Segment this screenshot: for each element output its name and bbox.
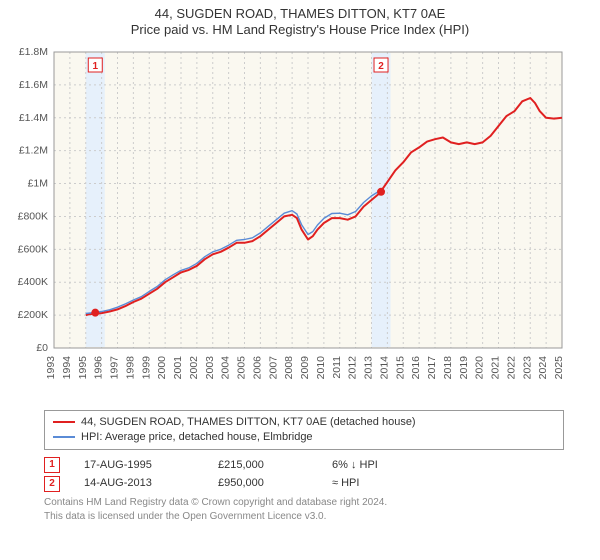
svg-text:2009: 2009 bbox=[299, 356, 311, 380]
svg-text:2007: 2007 bbox=[267, 356, 279, 380]
svg-text:2017: 2017 bbox=[426, 356, 438, 380]
svg-text:£400K: £400K bbox=[18, 276, 48, 288]
svg-text:£800K: £800K bbox=[18, 210, 48, 222]
legend-label: 44, SUGDEN ROAD, THAMES DITTON, KT7 0AE … bbox=[81, 415, 416, 430]
svg-text:£1.4M: £1.4M bbox=[19, 112, 48, 124]
svg-text:2002: 2002 bbox=[188, 356, 200, 380]
marker-table: 1 17-AUG-1995 £215,000 6% ↓ HPI 2 14-AUG… bbox=[44, 456, 590, 493]
svg-text:2000: 2000 bbox=[156, 356, 168, 380]
legend: 44, SUGDEN ROAD, THAMES DITTON, KT7 0AE … bbox=[44, 410, 564, 450]
svg-text:£1.2M: £1.2M bbox=[19, 145, 48, 157]
legend-swatch-price bbox=[53, 421, 75, 423]
svg-text:2005: 2005 bbox=[236, 356, 248, 380]
svg-text:£1.8M: £1.8M bbox=[19, 46, 48, 58]
svg-text:2016: 2016 bbox=[410, 356, 422, 380]
svg-text:2020: 2020 bbox=[474, 356, 486, 380]
svg-text:1994: 1994 bbox=[61, 356, 73, 380]
marker-delta: 6% ↓ HPI bbox=[332, 456, 378, 475]
footnote-licence: This data is licensed under the Open Gov… bbox=[44, 511, 590, 524]
legend-label: HPI: Average price, detached house, Elmb… bbox=[81, 430, 313, 445]
marker-delta: ≈ HPI bbox=[332, 474, 359, 493]
price-chart: £0 £200K £400K £600K £800K £1M £1.2M £1.4M £1.6M… bbox=[10, 44, 570, 404]
svg-text:1: 1 bbox=[92, 61, 98, 72]
svg-text:2010: 2010 bbox=[315, 356, 327, 380]
svg-text:1995: 1995 bbox=[77, 356, 89, 380]
svg-text:2015: 2015 bbox=[394, 356, 406, 380]
chart-area: £0 £200K £400K £600K £800K £1M £1.2M £1.4M £1.6M… bbox=[10, 44, 590, 404]
table-row: 2 14-AUG-2013 £950,000 ≈ HPI bbox=[44, 474, 590, 493]
svg-text:2025: 2025 bbox=[553, 356, 565, 380]
marker-date: 17-AUG-1995 bbox=[84, 456, 194, 475]
marker-badge: 2 bbox=[44, 476, 60, 492]
svg-text:2023: 2023 bbox=[521, 356, 533, 380]
svg-text:2019: 2019 bbox=[458, 356, 470, 380]
legend-item: HPI: Average price, detached house, Elmb… bbox=[53, 430, 555, 445]
table-row: 1 17-AUG-1995 £215,000 6% ↓ HPI bbox=[44, 456, 590, 475]
svg-text:2018: 2018 bbox=[442, 356, 454, 380]
svg-text:£0: £0 bbox=[36, 342, 48, 354]
svg-text:2004: 2004 bbox=[220, 356, 232, 380]
svg-text:1996: 1996 bbox=[93, 356, 105, 380]
page-subtitle: Price paid vs. HM Land Registry's House … bbox=[10, 22, 590, 38]
svg-text:2003: 2003 bbox=[204, 356, 216, 380]
svg-text:2022: 2022 bbox=[505, 356, 517, 380]
svg-text:2014: 2014 bbox=[378, 356, 390, 380]
svg-text:2012: 2012 bbox=[347, 356, 359, 380]
svg-text:2008: 2008 bbox=[283, 356, 295, 380]
svg-text:2013: 2013 bbox=[363, 356, 375, 380]
svg-text:1997: 1997 bbox=[109, 356, 121, 380]
footnote-copyright: Contains HM Land Registry data © Crown c… bbox=[44, 497, 590, 510]
marker-price: £950,000 bbox=[218, 474, 308, 493]
marker-date: 14-AUG-2013 bbox=[84, 474, 194, 493]
svg-text:2021: 2021 bbox=[490, 356, 502, 380]
svg-text:2001: 2001 bbox=[172, 356, 184, 380]
svg-text:2011: 2011 bbox=[331, 356, 343, 379]
svg-text:£600K: £600K bbox=[18, 243, 48, 255]
svg-text:2006: 2006 bbox=[251, 356, 263, 380]
svg-text:£1M: £1M bbox=[28, 177, 48, 189]
svg-text:£200K: £200K bbox=[18, 309, 48, 321]
svg-text:1993: 1993 bbox=[45, 356, 57, 380]
svg-text:£1.6M: £1.6M bbox=[19, 79, 48, 91]
marker-badge: 1 bbox=[44, 457, 60, 473]
legend-item: 44, SUGDEN ROAD, THAMES DITTON, KT7 0AE … bbox=[53, 415, 555, 430]
svg-text:2024: 2024 bbox=[537, 356, 549, 380]
svg-text:1999: 1999 bbox=[140, 356, 152, 380]
page-title: 44, SUGDEN ROAD, THAMES DITTON, KT7 0AE bbox=[10, 6, 590, 22]
svg-text:1998: 1998 bbox=[124, 356, 136, 380]
marker-price: £215,000 bbox=[218, 456, 308, 475]
legend-swatch-hpi bbox=[53, 436, 75, 438]
svg-text:2: 2 bbox=[378, 61, 384, 72]
